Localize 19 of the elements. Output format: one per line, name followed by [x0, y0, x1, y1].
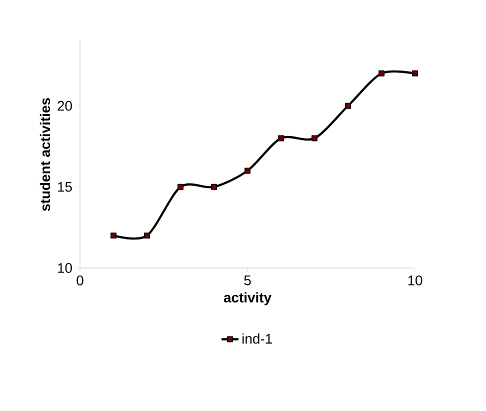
point — [278, 135, 284, 142]
x-tick-label: 5 — [244, 276, 251, 286]
legend-label: ind-1 — [242, 333, 272, 344]
point — [110, 232, 116, 239]
point — [211, 184, 217, 190]
y-tick-label: 15 — [58, 182, 72, 192]
y-axis-title: student activities — [40, 98, 50, 211]
y-tick-label: 10 — [58, 263, 72, 273]
y-tick-label: 20 — [58, 100, 72, 111]
x-tick-label: 0 — [76, 276, 84, 286]
x-tick-label: 10 — [408, 276, 422, 286]
point — [244, 168, 250, 174]
point — [345, 102, 351, 109]
point — [312, 135, 318, 142]
point — [412, 70, 418, 76]
point — [378, 70, 384, 76]
point — [178, 184, 184, 190]
point — [144, 232, 150, 239]
x-axis-title: activity — [224, 292, 272, 306]
